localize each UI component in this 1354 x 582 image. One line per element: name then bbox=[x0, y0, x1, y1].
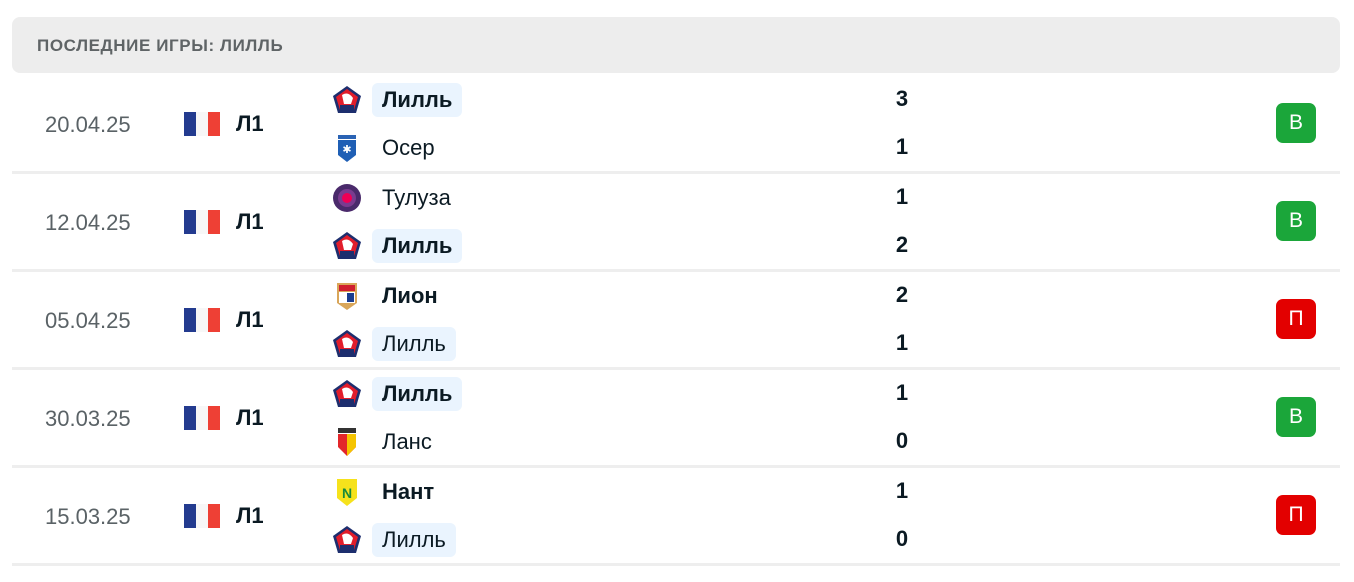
match-date: 12.04.25 bbox=[45, 210, 131, 235]
team-name: Нант bbox=[382, 479, 435, 504]
match-row[interactable]: 12.04.25 Л1 Тулуза 1 Лилль 2 В bbox=[12, 174, 1340, 272]
team-home[interactable]: Лилль bbox=[332, 83, 463, 117]
team-home[interactable]: Лилль bbox=[332, 377, 463, 411]
france-flag-icon bbox=[184, 308, 220, 332]
france-flag-icon bbox=[184, 112, 220, 136]
team-name: Тулуза bbox=[382, 185, 451, 210]
team-home[interactable]: Лион bbox=[332, 279, 448, 313]
lens-logo-icon bbox=[332, 427, 362, 457]
match-row[interactable]: 30.03.25 Л1 Лилль 1 Ланс 0 В bbox=[12, 370, 1340, 468]
nantes-logo-icon: N bbox=[332, 477, 362, 507]
team-name: Лилль bbox=[372, 83, 463, 117]
league-label: Л1 bbox=[236, 307, 264, 332]
team-home[interactable]: N Нант bbox=[332, 475, 444, 509]
team-home[interactable]: Тулуза bbox=[332, 181, 461, 215]
team-name: Лилль bbox=[372, 377, 463, 411]
match-date: 30.03.25 bbox=[45, 406, 131, 431]
team-name: Осер bbox=[382, 135, 435, 160]
result-badge: В bbox=[1276, 397, 1316, 437]
lille-logo-icon bbox=[332, 379, 362, 409]
team-name: Ланс bbox=[382, 429, 432, 454]
match-row[interactable]: 05.04.25 Л1 Лион 2 Лилль 1 П bbox=[12, 272, 1340, 370]
result-badge: П bbox=[1276, 495, 1316, 535]
league-label: Л1 bbox=[236, 111, 264, 136]
team-away[interactable]: Лилль bbox=[332, 229, 463, 263]
svg-text:✱: ✱ bbox=[342, 144, 351, 156]
section-title: ПОСЛЕДНИЕ ИГРЫ: ЛИЛЛЬ bbox=[37, 36, 284, 55]
lille-logo-icon bbox=[332, 525, 362, 555]
score-away: 1 bbox=[895, 134, 909, 159]
toulouse-logo-icon bbox=[332, 183, 362, 213]
lille-logo-icon bbox=[332, 329, 362, 359]
svg-text:N: N bbox=[342, 485, 352, 501]
match-date: 05.04.25 bbox=[45, 308, 131, 333]
match-date: 20.04.25 bbox=[45, 112, 131, 137]
section-header: ПОСЛЕДНИЕ ИГРЫ: ЛИЛЛЬ bbox=[12, 17, 1340, 73]
score-away: 2 bbox=[895, 232, 909, 257]
team-name: Лилль bbox=[372, 327, 456, 361]
league-label: Л1 bbox=[236, 405, 264, 430]
league-label: Л1 bbox=[236, 209, 264, 234]
result-badge: В bbox=[1276, 201, 1316, 241]
france-flag-icon bbox=[184, 210, 220, 234]
team-away[interactable]: Лилль bbox=[332, 327, 456, 361]
france-flag-icon bbox=[184, 504, 220, 528]
france-flag-icon bbox=[184, 406, 220, 430]
result-badge: П bbox=[1276, 299, 1316, 339]
lille-logo-icon bbox=[332, 231, 362, 261]
auxerre-logo-icon: ✱ bbox=[332, 133, 362, 163]
lille-logo-icon bbox=[332, 85, 362, 115]
score-away: 1 bbox=[895, 330, 909, 355]
score-away: 0 bbox=[895, 526, 909, 551]
team-name: Лион bbox=[382, 283, 438, 308]
score-away: 0 bbox=[895, 428, 909, 453]
match-date: 15.03.25 bbox=[45, 504, 131, 529]
lyon-logo-icon bbox=[332, 281, 362, 311]
team-name: Лилль bbox=[372, 229, 463, 263]
team-away[interactable]: Ланс bbox=[332, 425, 442, 459]
score-home: 1 bbox=[895, 478, 909, 503]
score-home: 1 bbox=[895, 184, 909, 209]
league-label: Л1 bbox=[236, 503, 264, 528]
score-home: 1 bbox=[895, 380, 909, 405]
result-badge: В bbox=[1276, 103, 1316, 143]
team-name: Лилль bbox=[372, 523, 456, 557]
team-away[interactable]: Лилль bbox=[332, 523, 456, 557]
score-home: 3 bbox=[895, 86, 909, 111]
match-row[interactable]: 20.04.25 Л1 Лилль 3 ✱ Осер 1 В bbox=[12, 76, 1340, 174]
match-row[interactable]: 15.03.25 Л1 N Нант 1 Лилль 0 П bbox=[12, 468, 1340, 566]
score-home: 2 bbox=[895, 282, 909, 307]
team-away[interactable]: ✱ Осер bbox=[332, 131, 445, 165]
